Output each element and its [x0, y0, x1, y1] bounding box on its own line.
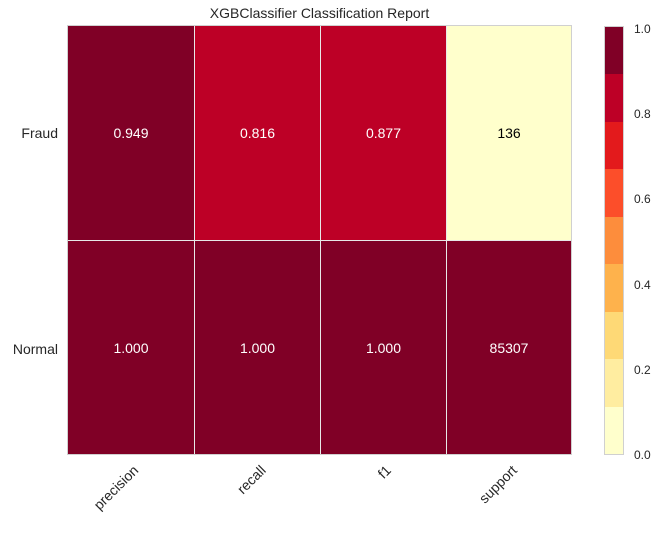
heatmap-cell: 0.877	[321, 26, 446, 240]
colorbar-bin	[605, 406, 623, 454]
colorbar-tick-label: 0.4	[634, 278, 651, 292]
colorbar-tick-label: 0.0	[634, 448, 651, 462]
heatmap-cell: 1.000	[195, 241, 320, 454]
x-tick-label: f1	[374, 462, 395, 482]
cell-value: 0.877	[365, 125, 402, 141]
colorbar-tick-label: 1.0	[634, 22, 651, 36]
cell-value: 1.000	[113, 339, 149, 356]
colorbar-tick-label: 0.8	[634, 107, 651, 121]
heatmap-cell: 0.816	[195, 26, 320, 240]
heatmap-cell: 136	[447, 26, 571, 240]
colorbar-bin	[605, 169, 623, 217]
y-tick-label: Fraud	[21, 125, 58, 141]
colorbar-bin	[605, 311, 623, 360]
x-tick-label: precision	[90, 462, 142, 513]
colorbar	[604, 26, 624, 455]
cell-value: 1.000	[365, 339, 402, 356]
heatmap-cell: 1.000	[321, 241, 446, 454]
cell-value: 1.000	[239, 339, 276, 356]
cell-value: 0.949	[113, 125, 149, 141]
x-tick-label: recall	[233, 462, 269, 497]
colorbar-bin	[605, 74, 623, 122]
colorbar-tick-label: 0.2	[634, 363, 651, 377]
colorbar-bin	[605, 264, 623, 312]
cell-value: 85307	[489, 339, 529, 356]
colorbar-bin	[605, 27, 623, 75]
x-tick-label: support	[475, 462, 521, 507]
colorbar-bin	[605, 121, 623, 170]
heatmap-cell: 1.000	[68, 241, 194, 454]
colorbar-bin	[605, 216, 623, 265]
colorbar-tick-label: 0.6	[634, 192, 651, 206]
cell-value: 0.816	[239, 125, 276, 141]
y-tick-label: Normal	[12, 341, 58, 357]
heatmap-cell: 85307	[447, 241, 571, 454]
heatmap-cell: 0.949	[68, 26, 194, 240]
chart-title: XGBClassifier Classification Report	[209, 5, 430, 21]
heatmap-grid: 0.949 0.816 0.877 136 1.000 1.000 1.000 …	[67, 25, 572, 455]
colorbar-bin	[605, 359, 623, 407]
cell-value: 136	[497, 125, 521, 141]
